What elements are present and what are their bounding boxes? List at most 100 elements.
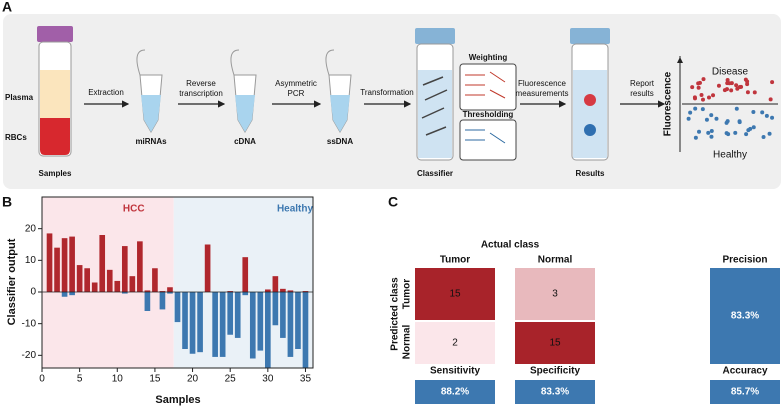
x-tick-label: 35 [300,374,312,385]
value: 83.3% [541,387,569,398]
dot [770,80,775,85]
liquid [418,70,452,158]
dot [760,110,765,115]
cell-value: 2 [452,338,458,349]
dot [739,84,744,89]
y-tick-label: -20 [22,350,37,361]
label: ssDNA [327,137,353,146]
bar [159,291,166,292]
dot [693,135,698,140]
dot [725,77,730,82]
red-signal [584,94,596,106]
strands [421,76,448,136]
dot [725,119,730,124]
dot [709,128,714,133]
bar [61,292,68,297]
dot [699,93,704,98]
bar [114,280,121,292]
dot [711,93,716,98]
bar [212,292,218,357]
value: 88.2% [441,387,469,398]
dot [745,82,750,87]
dot [751,125,756,130]
weighting-box [459,63,517,111]
rbc-layer [40,118,70,155]
thresholding-strands [465,129,506,144]
precision-box [710,268,780,364]
cell [415,268,495,320]
bar [204,244,211,292]
x-tick-label: 15 [149,374,161,385]
bar [272,292,279,326]
region-label: Healthy [277,204,314,215]
bar [144,290,151,292]
dot [726,132,731,137]
col-header: Tumor [440,255,470,266]
metric-box [515,380,595,404]
region-label: HCC [123,204,145,215]
cell [415,322,495,364]
value: 85.7% [731,387,759,398]
dot [735,86,740,91]
bar [106,269,113,292]
cell-value: 3 [552,289,558,300]
label: Disease [712,67,749,78]
cell [515,322,595,364]
plasma-layer [40,70,70,118]
label: Sensitivity [430,366,480,377]
dot [697,80,702,85]
label: transcription [179,89,223,98]
tube-cap [415,28,455,44]
dot [690,85,695,90]
y-tick-label: 0 [30,287,36,298]
label: miRNAs [135,137,167,146]
label: Reverse [186,79,216,88]
bar [287,292,294,357]
label: Specificity [530,366,580,377]
label: Samples [39,169,72,178]
label: Plasma [5,93,34,102]
label: Asymmetric [275,79,317,88]
bar [99,235,106,292]
x-tick-label: 30 [262,374,274,385]
label: Report [630,79,655,88]
bar [265,292,271,368]
blue-signal [584,124,596,136]
y-tick-label: 20 [25,223,37,234]
dot [700,97,705,102]
dot [722,88,727,93]
dot [744,132,749,137]
bar [295,292,301,349]
scatter-dots [686,77,775,140]
bar [197,292,203,353]
dot [696,85,701,90]
dot [697,129,702,134]
cell-value: 15 [549,338,561,349]
dot [700,107,705,112]
liquid [573,70,607,158]
dot [768,97,773,102]
x-tick-label: 0 [39,374,45,385]
dot [752,90,757,95]
label: Results [576,169,605,178]
x-tick-label: 5 [77,374,83,385]
dot [693,106,698,111]
bar [287,290,294,292]
col-header: Normal [538,255,573,266]
dot [734,106,739,111]
bar [84,268,90,292]
bar [174,292,181,323]
bar [302,291,309,292]
dot [704,117,709,122]
bar [280,292,286,338]
panel-b: B Classifier output Samples HCC Healthy -2… [2,194,314,406]
cell [515,268,595,320]
panel-label: B [2,194,12,210]
x-tick-label: 20 [187,374,199,385]
y-axis-title: Classifier output [6,238,18,325]
bar [144,292,151,311]
label: measurements [516,89,569,98]
bar [227,292,234,335]
bar [182,292,188,349]
